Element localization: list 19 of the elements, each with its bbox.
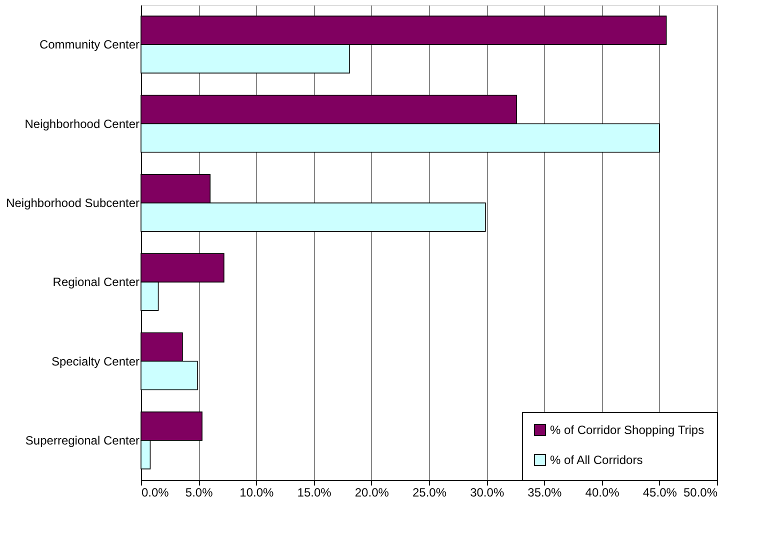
y-tick-label: Specialty Center (51, 354, 140, 368)
x-tick-label: 45.0% (642, 486, 678, 500)
x-tick-label: 0.0% (142, 486, 170, 500)
x-tick-label: 50.0% (683, 486, 718, 500)
y-tick-label: Neighborhood Subcenter (6, 196, 140, 210)
legend-label: % of All Corridors (550, 453, 643, 467)
x-tick-label: 40.0% (585, 486, 620, 500)
x-tick-label: 20.0% (354, 486, 390, 500)
legend-label: % of Corridor Shopping Trips (550, 423, 704, 437)
y-tick-label: Community Center (39, 38, 140, 52)
x-tick-label: 25.0% (412, 486, 447, 500)
x-tick-label: 30.0% (470, 486, 504, 500)
x-tick-label: 15.0% (297, 486, 332, 500)
x-tick-label: 5.0% (185, 486, 214, 500)
y-tick-label: Regional Center (52, 275, 140, 290)
y-tick-label: Superregional Center (25, 433, 140, 448)
x-tick-label: 10.0% (240, 486, 274, 500)
x-tick-label: 35.0% (528, 486, 562, 500)
y-tick-label: Neighborhood Center (24, 116, 140, 131)
